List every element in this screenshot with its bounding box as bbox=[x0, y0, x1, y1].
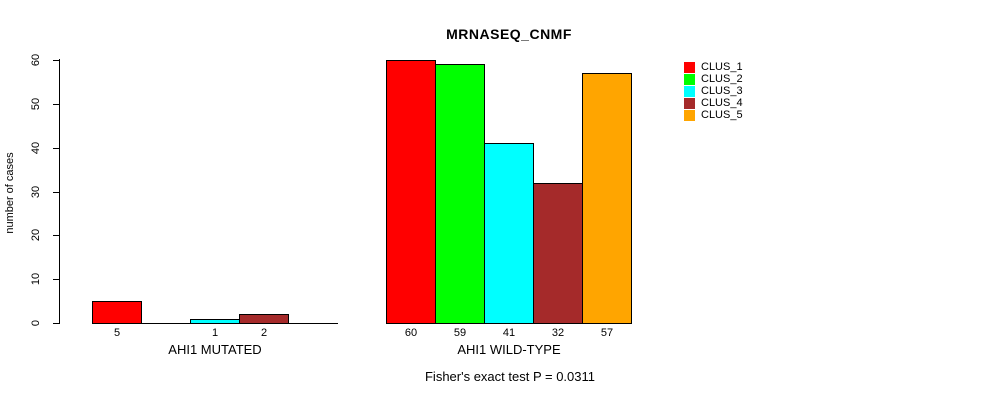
legend-swatch-clus_5 bbox=[684, 110, 695, 121]
y-tick-mark bbox=[53, 192, 59, 193]
legend-row: CLUS_3 bbox=[684, 86, 743, 97]
bar-value-label: 1 bbox=[211, 327, 219, 339]
bar-value-label: 32 bbox=[551, 327, 565, 339]
stat-annotation: Fisher's exact test P = 0.0311 bbox=[424, 369, 595, 384]
bar-value-label: 59 bbox=[453, 327, 467, 339]
legend-label: CLUS_5 bbox=[701, 109, 743, 121]
legend-swatch-clus_1 bbox=[684, 62, 695, 73]
y-tick-label: 40 bbox=[30, 141, 42, 155]
group-label: AHI1 MUTATED bbox=[168, 342, 262, 357]
y-tick-mark bbox=[53, 148, 59, 149]
bar-clus_3 bbox=[484, 143, 534, 324]
group-label: AHI1 WILD-TYPE bbox=[457, 342, 561, 357]
legend-label: CLUS_3 bbox=[701, 85, 743, 97]
legend-row: CLUS_4 bbox=[684, 98, 743, 109]
bar-value-label: 2 bbox=[260, 327, 268, 339]
y-tick-mark bbox=[53, 235, 59, 236]
bar-value-label: 57 bbox=[600, 327, 614, 339]
y-tick-label: 60 bbox=[30, 53, 42, 67]
bar-value-label: 60 bbox=[404, 327, 418, 339]
y-tick-mark bbox=[53, 323, 59, 324]
bar-clus_5 bbox=[582, 73, 632, 324]
y-tick-mark bbox=[53, 60, 59, 61]
y-axis-title: number of cases bbox=[4, 152, 16, 234]
y-tick-label: 20 bbox=[30, 228, 42, 242]
y-axis-line bbox=[59, 59, 60, 324]
y-tick-label: 30 bbox=[30, 185, 42, 199]
bar-clus_4 bbox=[533, 183, 583, 324]
bar-value-label bbox=[288, 327, 338, 339]
bar-value-label bbox=[141, 327, 191, 339]
y-tick-label: 0 bbox=[30, 319, 42, 327]
bar-clus_2 bbox=[435, 64, 485, 324]
y-tick-mark bbox=[53, 279, 59, 280]
legend-row: CLUS_2 bbox=[684, 74, 743, 85]
legend-swatch-clus_2 bbox=[684, 74, 695, 85]
legend-swatch-clus_3 bbox=[684, 86, 695, 97]
bar-value-label: 5 bbox=[113, 327, 121, 339]
bar-clus_1 bbox=[92, 301, 142, 324]
bar-clus_1 bbox=[386, 60, 436, 324]
y-tick-mark bbox=[53, 104, 59, 105]
chart-title: MRNASEQ_CNMF bbox=[446, 26, 572, 42]
legend-label: CLUS_2 bbox=[701, 73, 743, 85]
legend-label: CLUS_1 bbox=[701, 61, 743, 73]
legend-label: CLUS_4 bbox=[701, 97, 743, 109]
bar-clus_4 bbox=[239, 314, 289, 324]
bar-value-label: 41 bbox=[502, 327, 516, 339]
y-tick-label: 50 bbox=[30, 97, 42, 111]
bar-clus_3 bbox=[190, 319, 240, 324]
legend-swatch-clus_4 bbox=[684, 98, 695, 109]
legend: CLUS_1 CLUS_2 CLUS_3 CLUS_4 CLUS_5 bbox=[684, 62, 743, 121]
legend-row: CLUS_1 bbox=[684, 62, 743, 73]
y-tick-label: 10 bbox=[30, 272, 42, 286]
legend-row: CLUS_5 bbox=[684, 110, 743, 121]
